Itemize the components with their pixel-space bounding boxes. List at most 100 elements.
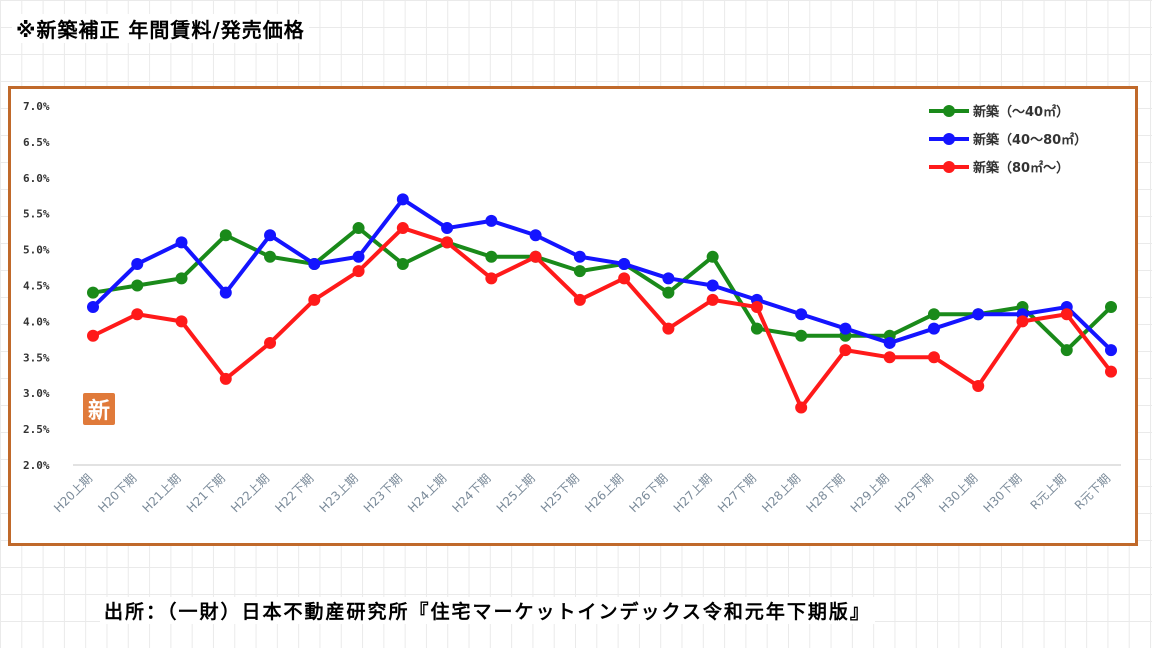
series-line: [92, 226, 1113, 353]
data-point: [485, 250, 498, 263]
data-point: [264, 250, 277, 263]
data-point: [131, 308, 144, 321]
x-tick-label: H27下期: [715, 471, 759, 515]
x-tick-label: H22上期: [228, 471, 272, 515]
x-tick-label: H30下期: [981, 471, 1025, 515]
line-chart: 2.0% 2.5% 3.0% 3.5% 4.0% 4.5% 5.0% 5.5% 6.0% 6.5%…: [23, 100, 1121, 515]
new-badge-icon: 新: [83, 393, 115, 425]
y-tick-label: 4.0%: [23, 315, 50, 328]
data-point: [175, 236, 188, 249]
series-line: [92, 226, 1113, 410]
y-tick-label: 5.5%: [23, 208, 50, 221]
data-point: [750, 322, 763, 335]
data-point: [308, 293, 321, 306]
data-point: [175, 272, 188, 285]
data-point: [662, 286, 675, 299]
data-point: [131, 257, 144, 270]
y-tick-label: 2.0%: [23, 459, 50, 472]
data-point: [573, 250, 586, 263]
x-tick-label: H25上期: [494, 471, 538, 515]
data-point: [618, 272, 631, 285]
data-point: [529, 250, 542, 263]
x-tick-label: H25下期: [538, 471, 582, 515]
data-point: [662, 272, 675, 285]
data-point: [795, 308, 808, 321]
data-point: [972, 308, 985, 321]
data-point: [927, 308, 940, 321]
data-point: [927, 322, 940, 335]
x-tick-label: H20上期: [51, 471, 95, 515]
data-point: [662, 322, 675, 335]
data-point: [352, 265, 365, 278]
data-point: [972, 380, 985, 393]
data-point: [927, 351, 940, 364]
data-point: [352, 250, 365, 263]
data-point: [1105, 301, 1117, 314]
data-point: [883, 351, 896, 364]
data-point: [1105, 365, 1117, 378]
legend-label: 新築（40～80㎡）: [973, 132, 1087, 148]
x-tick-label: H24上期: [405, 471, 449, 515]
data-point: [1016, 315, 1029, 328]
page-title: ※新築補正 年間賃料/発売価格: [12, 14, 309, 43]
x-tick-label: H21下期: [184, 471, 228, 515]
series-line: [91, 197, 1113, 352]
y-tick-label: 6.0%: [23, 172, 50, 185]
data-point: [1060, 308, 1073, 321]
x-tick-label: H30上期: [936, 471, 980, 515]
data-point: [175, 315, 188, 328]
chart-frame: 2.0% 2.5% 3.0% 3.5% 4.0% 4.5% 5.0% 5.5% 6.0% 6.5%…: [8, 86, 1138, 546]
data-point: [706, 293, 719, 306]
data-point: [87, 286, 99, 299]
data-point: [131, 279, 144, 292]
y-tick-label: 7.0%: [23, 100, 50, 113]
y-tick-label: 2.5%: [23, 423, 50, 436]
data-point: [264, 229, 277, 242]
data-point: [706, 250, 719, 263]
data-point: [396, 257, 409, 270]
y-tick-label: 6.5%: [23, 136, 50, 149]
x-tick-label: H22下期: [272, 471, 316, 515]
x-tick-label: H27上期: [671, 471, 715, 515]
data-point: [87, 329, 99, 342]
x-tick-label: H29上期: [848, 471, 892, 515]
y-tick-label: 3.0%: [23, 387, 50, 400]
data-point: [618, 257, 631, 270]
data-point: [839, 344, 852, 357]
x-tick-label: H23下期: [361, 471, 405, 515]
x-tick-label: H26上期: [582, 471, 626, 515]
data-point: [706, 279, 719, 292]
data-point: [219, 286, 232, 299]
data-point: [1105, 344, 1117, 357]
data-point: [264, 336, 277, 349]
data-point: [396, 222, 409, 235]
data-point: [352, 222, 365, 235]
data-point: [485, 272, 498, 285]
data-point: [308, 257, 321, 270]
legend-label: 新築（80㎡～）: [973, 160, 1069, 176]
data-point: [396, 193, 409, 206]
x-tick-label: H26下期: [626, 471, 670, 515]
y-tick-label: 4.5%: [23, 280, 50, 293]
x-tick-label: R元上期: [1028, 471, 1069, 512]
source-citation: 出所：（一財）日本不動産研究所『住宅マーケットインデックス令和元年下期版』: [100, 597, 875, 624]
x-tick-label: H28下期: [804, 471, 848, 515]
legend-swatch-marker: [943, 105, 955, 117]
data-point: [573, 265, 586, 278]
data-point: [795, 401, 808, 414]
x-tick-label: H20下期: [95, 471, 139, 515]
x-tick-label: H21上期: [140, 471, 184, 515]
data-point: [219, 229, 232, 242]
data-point: [441, 222, 454, 235]
x-tick-label: H29下期: [892, 471, 936, 515]
y-tick-label: 3.5%: [23, 351, 50, 364]
data-point: [441, 236, 454, 249]
legend-label: 新築（～40㎡）: [973, 104, 1069, 120]
data-point: [219, 372, 232, 385]
data-point: [795, 329, 808, 342]
data-point: [839, 322, 852, 335]
x-tick-label: H28上期: [759, 471, 803, 515]
data-point: [485, 214, 498, 227]
data-point: [750, 301, 763, 314]
x-tick-label: H24下期: [449, 471, 493, 515]
